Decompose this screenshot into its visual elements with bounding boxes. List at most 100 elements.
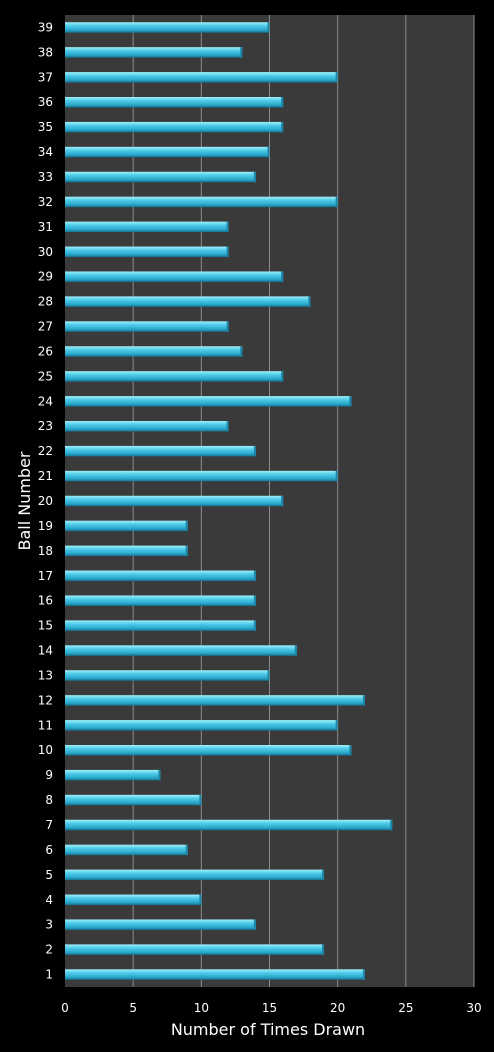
x-tick-label: 25 [398,1001,413,1015]
bar-8 [65,794,202,806]
x-tick-label: 5 [129,1001,137,1015]
bar-9 [65,769,161,781]
y-tick-label: 22 [38,444,53,458]
y-tick-label: 14 [38,644,53,658]
bar-end-cap [294,645,297,656]
bar-end-cap [240,47,243,58]
bar-body [65,445,256,457]
y-tick-label: 23 [38,419,53,433]
bar-body [65,296,311,307]
bar-16 [65,595,256,606]
bar-body [65,371,284,382]
bar-end-cap [185,545,188,557]
y-tick-label: 16 [38,594,53,608]
y-tick-label: 30 [38,245,53,259]
bar-body [65,346,243,357]
y-tick-label: 38 [38,45,53,59]
bar-body [65,196,338,208]
bar-body [65,794,202,806]
bar-end-cap [281,96,284,108]
bar-body [65,470,338,482]
bar-body [65,396,352,407]
bar-34 [65,146,270,158]
y-tick-label: 37 [38,70,53,84]
bar-1 [65,969,365,980]
bar-13 [65,670,270,681]
bar-28 [65,296,311,307]
y-tick-label: 20 [38,494,53,508]
bar-end-cap [322,869,325,881]
bar-body [65,495,284,507]
x-axis-title: Number of Times Drawn [171,1020,365,1039]
bar-39 [65,22,270,33]
bar-end-cap [267,670,270,681]
bar-6 [65,844,188,856]
bar-38 [65,47,243,58]
bar-end-cap [349,744,352,756]
y-tick-label: 11 [38,718,53,732]
bar-body [65,22,270,33]
bar-end-cap [185,520,188,532]
x-tick-label: 30 [466,1001,481,1015]
bar-end-cap [253,171,256,183]
bar-end-cap [335,720,338,731]
y-tick-labels: 1234567891011121314151617181920212223242… [38,20,53,981]
bar-end-cap [253,595,256,606]
bar-37 [65,72,338,83]
y-tick-label: 31 [38,220,53,234]
x-tick-label: 0 [61,1001,69,1015]
y-tick-label: 13 [38,668,53,682]
bar-body [65,894,202,906]
bar-end-cap [335,470,338,482]
bar-body [65,246,229,258]
bar-body [65,720,338,731]
y-tick-label: 17 [38,569,53,583]
bar-body [65,819,393,831]
bar-body [65,420,229,432]
y-tick-label: 9 [45,768,53,782]
bar-end-cap [281,121,284,133]
bar-35 [65,121,284,133]
bar-end-cap [185,844,188,856]
bar-end-cap [281,271,284,282]
bar-body [65,769,161,781]
bar-end-cap [322,944,325,955]
bar-end-cap [199,794,202,806]
y-tick-label: 24 [38,394,53,408]
bar-29 [65,271,284,282]
y-tick-label: 2 [45,943,53,957]
bar-end-cap [281,371,284,382]
bar-22 [65,445,256,457]
bar-30 [65,246,229,258]
bar-end-cap [308,296,311,307]
bars [65,22,393,980]
bar-14 [65,645,297,656]
bar-7 [65,819,393,831]
bar-body [65,96,284,108]
bar-body [65,869,325,881]
bar-end-cap [253,445,256,457]
bar-end-cap [267,22,270,33]
bar-body [65,121,284,133]
bar-body [65,595,256,606]
bar-body [65,844,188,856]
bar-body [65,944,325,955]
y-tick-label: 28 [38,295,53,309]
bar-12 [65,695,365,706]
bar-body [65,744,352,756]
y-tick-label: 32 [38,195,53,209]
bar-body [65,171,256,183]
bar-body [65,695,365,706]
bar-36 [65,96,284,108]
y-tick-label: 34 [38,145,53,159]
bar-body [65,620,256,631]
bar-end-cap [362,969,365,980]
y-tick-label: 3 [45,918,53,932]
bar-body [65,321,229,332]
y-tick-label: 19 [38,519,53,533]
bar-24 [65,396,352,407]
bar-23 [65,420,229,432]
bar-end-cap [335,72,338,83]
x-tick-label: 15 [262,1001,277,1015]
